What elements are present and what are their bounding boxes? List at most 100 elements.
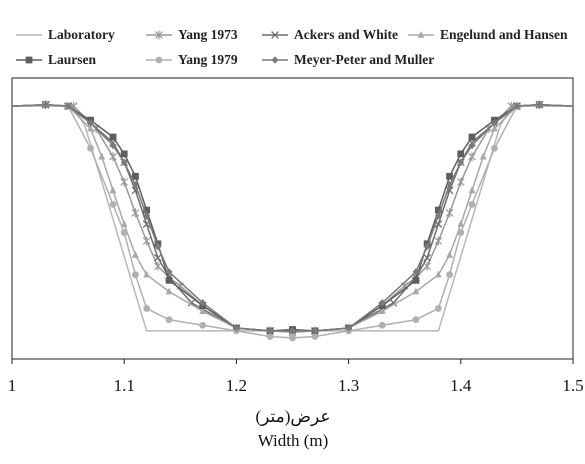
legend-item: Laboratory [16,27,115,42]
legend-swatch-marker [155,30,163,40]
data-point [64,102,72,110]
data-point [98,152,106,160]
data-point [457,158,465,167]
data-point [491,119,498,127]
plot-area-frame [11,77,574,360]
x-tick-label: 1 [8,376,17,395]
data-point [154,253,162,262]
data-point [87,119,94,127]
data-point [412,287,420,295]
data-point [378,307,386,315]
data-point [120,220,128,227]
data-point [345,324,352,332]
legend-item: Laursen [16,52,97,67]
data-point [187,298,196,307]
data-point [109,141,117,150]
x-axis-label: Width (m) [258,431,329,450]
data-point [109,152,117,162]
data-point [109,201,117,208]
data-point [266,333,274,340]
data-point [434,270,442,278]
data-point [199,307,207,315]
legend-label: Yang 1979 [178,52,238,67]
data-point [412,268,420,276]
data-point [479,152,487,160]
data-point [87,144,94,152]
data-point [445,208,454,218]
x-tick-label: 1.3 [338,376,359,395]
legend-label: Laursen [48,52,97,67]
legend-swatch-marker [25,56,33,64]
data-point [513,102,521,110]
legend-swatch-marker [271,31,279,39]
legend-label: Yang 1973 [178,27,238,42]
data-point [266,327,274,335]
data-point [289,327,296,335]
data-point [446,251,453,258]
data-point [491,144,498,152]
data-point [165,268,173,276]
data-point [42,100,50,109]
data-point [434,206,442,214]
data-point [423,242,431,251]
data-point [132,251,139,258]
legend-label: Laboratory [48,27,115,42]
data-point [457,229,465,236]
legend-swatch-marker [417,31,425,38]
series-layer [11,100,574,342]
data-point [120,158,128,167]
data-point [154,261,162,271]
data-point [378,321,386,329]
data-point [456,177,465,187]
data-point [423,253,431,262]
legend-label: Ackers and White [294,27,398,42]
data-point [289,334,296,342]
data-point [165,316,173,324]
data-point [132,271,139,279]
data-point [491,124,498,132]
data-point [87,124,94,132]
data-point [378,299,386,307]
data-point [143,206,151,214]
data-point [120,229,128,236]
data-point [434,236,443,246]
data-point [446,172,453,180]
data-point [233,324,240,332]
data-point [109,186,117,194]
legend-item: Yang 1979 [146,52,238,67]
data-point [446,271,453,279]
data-point [165,287,173,295]
data-point [412,316,420,324]
data-point [457,150,465,158]
legend-item: Ackers and White [262,27,398,42]
data-point [412,276,420,284]
data-point [142,236,151,246]
legend-swatch-marker [271,56,279,64]
legend-item: Engelund and Hansen [408,27,568,42]
series-7 [11,100,574,335]
x-tick-label: 1.5 [562,376,583,395]
data-point [468,186,476,194]
legend-swatch-marker [155,56,163,64]
data-point [132,180,139,189]
data-point [434,211,442,220]
data-point [468,201,476,208]
data-point [120,150,128,158]
data-point [109,133,117,141]
data-point [120,177,129,187]
data-point [143,270,151,278]
x-tick-label: 1.4 [450,376,472,395]
x-axis: 1 1.1 1.2 1.3 1.4 1.5 [8,359,584,395]
data-point [132,172,139,180]
data-point [434,305,442,312]
data-point [143,211,151,220]
legend-label: Engelund and Hansen [440,27,568,42]
data-point [199,321,207,329]
legend-label: Meyer-Peter and Muller [294,52,434,67]
data-point [457,220,465,227]
data-point [468,152,476,162]
data-point [165,276,173,284]
